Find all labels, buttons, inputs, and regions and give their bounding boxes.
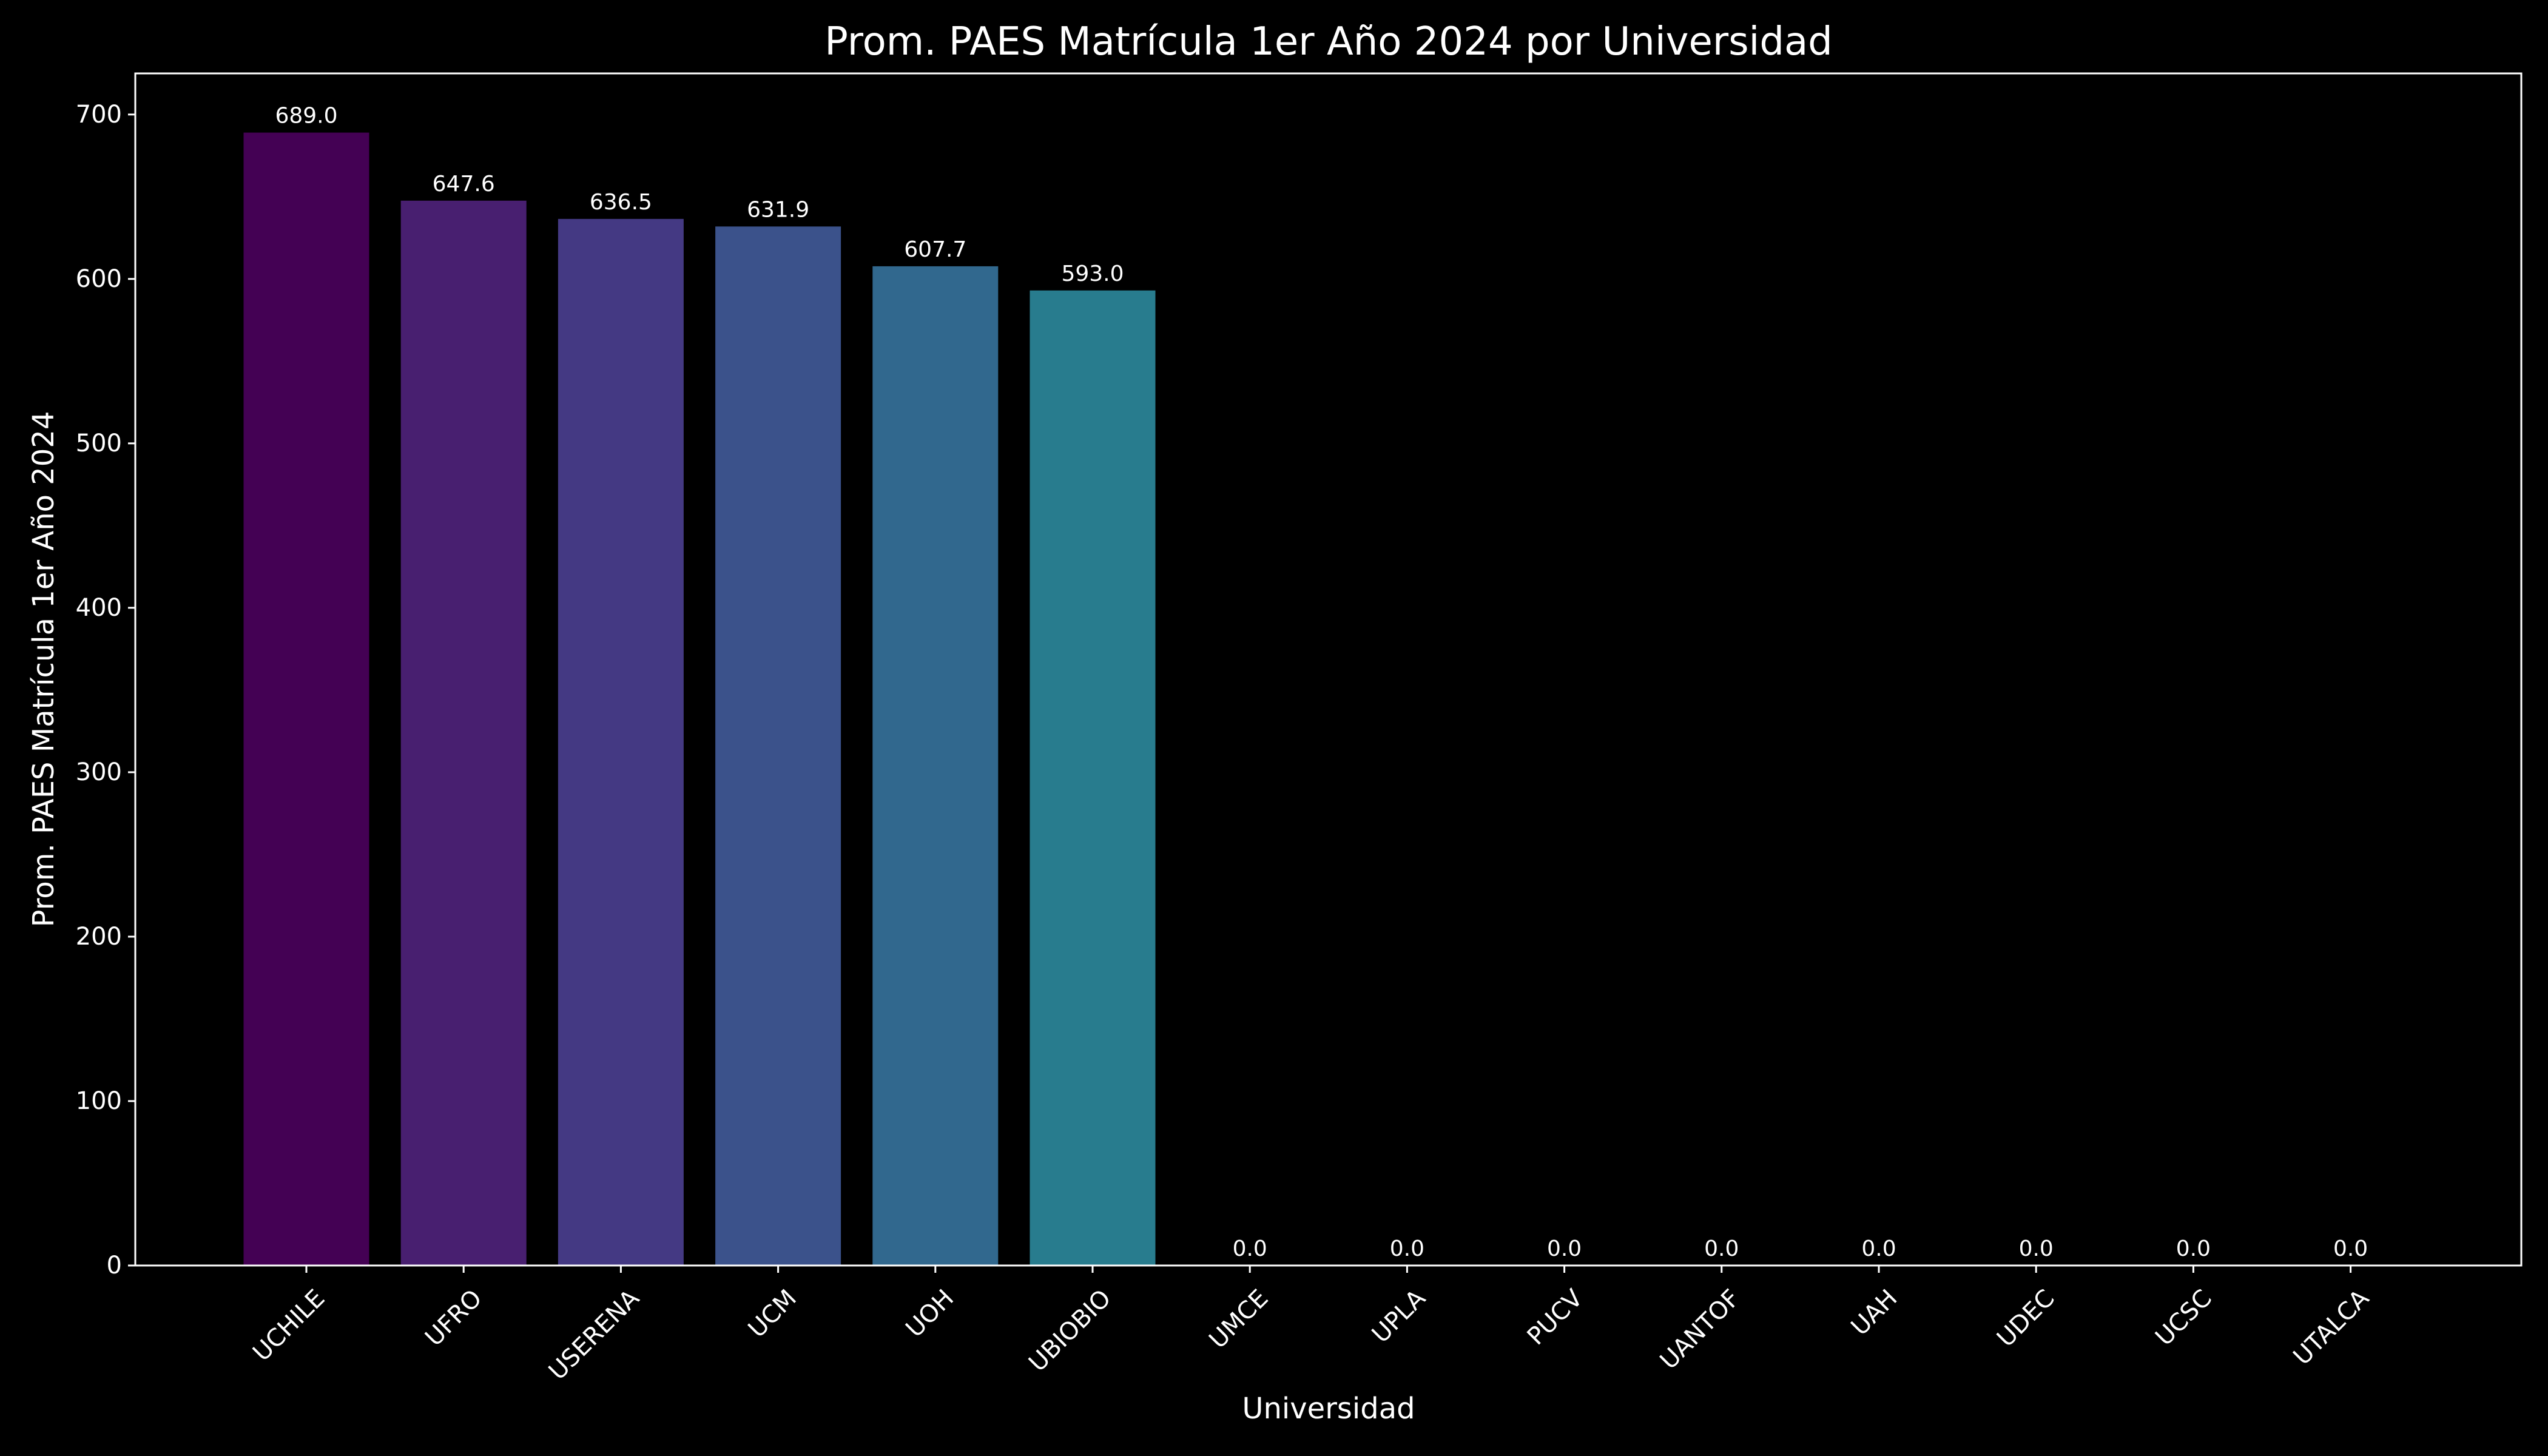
- y-tick-label-200: 200: [76, 923, 122, 951]
- data-label-uah: 0.0: [1861, 1236, 1896, 1261]
- data-label-udec: 0.0: [2019, 1236, 2054, 1261]
- data-label-userena: 636.5: [590, 190, 652, 215]
- bar-ucm: [715, 226, 841, 1266]
- data-label-uchile: 689.0: [275, 104, 337, 129]
- y-tick-label-0: 0: [107, 1252, 122, 1279]
- data-label-ufro: 647.6: [433, 172, 495, 197]
- bar-userena: [558, 218, 684, 1266]
- bars-layer: [243, 132, 1156, 1266]
- y-tick-label-700: 700: [76, 101, 122, 129]
- data-label-utalca: 0.0: [2333, 1236, 2368, 1261]
- x-axis-title: Universidad: [1242, 1392, 1415, 1426]
- y-tick-label-300: 300: [76, 758, 122, 786]
- bar-ufro: [400, 200, 527, 1266]
- data-label-ucsc: 0.0: [2176, 1236, 2211, 1261]
- data-label-umce: 0.0: [1233, 1236, 1267, 1261]
- data-label-uoh: 607.7: [904, 237, 966, 262]
- bar-ubiobio: [1030, 290, 1156, 1266]
- chart-title: Prom. PAES Matrícula 1er Año 2024 por Un…: [824, 19, 1833, 64]
- y-tick-label-500: 500: [76, 430, 122, 457]
- data-label-upla: 0.0: [1390, 1236, 1424, 1261]
- y-axis-title: Prom. PAES Matrícula 1er Año 2024: [27, 411, 61, 928]
- y-tick-label-400: 400: [76, 594, 122, 622]
- data-labels-layer: 689.0 647.6 636.5 631.9 607.7 593.0 0.0 0.0 0.0 0…: [275, 104, 2368, 1261]
- data-label-pucv: 0.0: [1547, 1236, 1582, 1261]
- data-label-uantof: 0.0: [1704, 1236, 1739, 1261]
- plot-frame: [134, 72, 2523, 1267]
- bar-uchile: [243, 132, 369, 1266]
- bar-uoh: [872, 266, 999, 1266]
- y-tick-label-600: 600: [76, 265, 122, 293]
- data-label-ubiobio: 593.0: [1061, 261, 1124, 286]
- data-label-ucm: 631.9: [747, 197, 809, 222]
- y-axis: 0 100 200 300 400 500 600 700: [76, 101, 135, 1279]
- y-tick-label-100: 100: [76, 1087, 122, 1115]
